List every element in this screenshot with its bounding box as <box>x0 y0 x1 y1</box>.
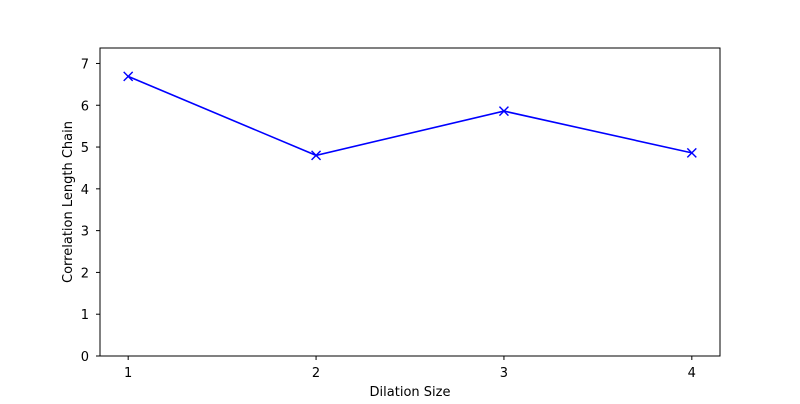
x-tick-label-1: 1 <box>124 366 132 381</box>
y-tick-label-1: 0 <box>81 350 89 365</box>
y-tick-label-2: 1 <box>81 308 89 323</box>
data-point-3 <box>498 106 509 117</box>
x-tick-label-4: 4 <box>688 366 696 381</box>
axes-frame <box>99 47 721 357</box>
y-axis-label: Correlation Length Chain <box>61 121 76 283</box>
plot-layer <box>123 71 697 161</box>
axes-layer: 1 2 3 4 0 1 2 3 4 5 6 7 <box>81 47 721 381</box>
x-tick-label-2: 2 <box>312 366 320 381</box>
y-tick-label-4: 3 <box>81 225 89 240</box>
data-point-4 <box>686 147 697 158</box>
y-tick-label-6: 5 <box>81 141 89 156</box>
x-axis-label: Dilation Size <box>370 385 451 400</box>
y-tick-label-3: 2 <box>81 266 89 281</box>
y-tick-label-7: 6 <box>81 99 89 114</box>
y-tick-label-5: 4 <box>81 183 89 198</box>
x-tick-label-3: 3 <box>500 366 508 381</box>
y-tick-label-8: 7 <box>81 57 89 72</box>
series-line-1 <box>127 75 692 157</box>
data-point-2 <box>311 150 322 161</box>
data-point-1 <box>123 71 134 82</box>
